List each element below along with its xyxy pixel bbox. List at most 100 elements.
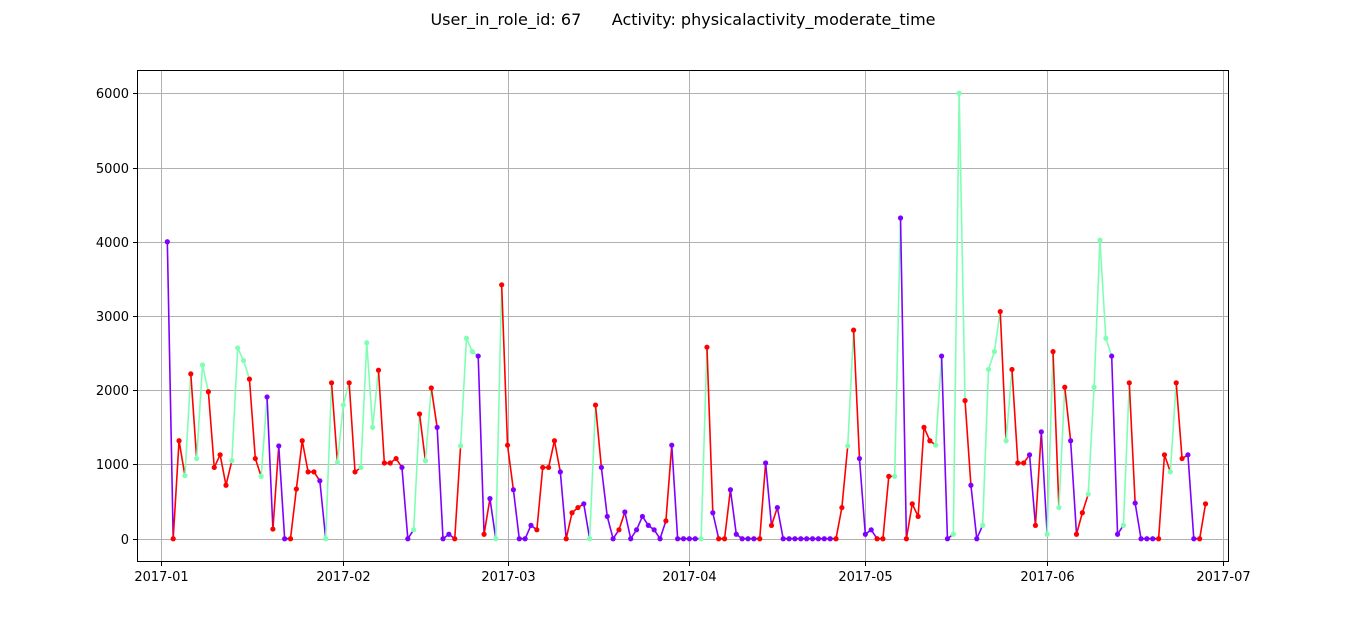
series-segment	[260, 396, 268, 478]
series-segment	[489, 497, 497, 540]
data-point	[305, 469, 311, 475]
series-segment	[893, 217, 902, 478]
series-segment	[1105, 337, 1113, 357]
x-tick-label: 2017-02	[316, 570, 370, 585]
data-point	[1068, 438, 1074, 444]
data-point	[716, 536, 722, 542]
series-segment	[219, 454, 227, 487]
data-point	[1167, 469, 1173, 475]
series-segment	[764, 462, 773, 527]
data-point	[909, 501, 915, 507]
data-point	[211, 464, 217, 471]
series-segment	[301, 439, 309, 473]
data-point	[792, 536, 798, 542]
data-point	[610, 536, 616, 542]
series-segment	[189, 373, 198, 460]
data-point	[1015, 460, 1021, 466]
series-segment	[1075, 511, 1084, 536]
series-segment	[993, 310, 1002, 353]
data-point	[628, 536, 634, 542]
series-segment	[1034, 431, 1043, 527]
data-point	[851, 327, 857, 333]
data-point	[229, 458, 235, 464]
data-point	[176, 438, 182, 444]
data-point	[235, 345, 241, 351]
data-point	[768, 522, 775, 528]
series-segment	[1058, 386, 1066, 509]
data-point	[862, 531, 868, 537]
data-point	[651, 527, 657, 533]
y-tick-label: 6000	[96, 87, 129, 102]
y-tick-label: 2000	[96, 384, 129, 399]
data-point	[798, 536, 804, 542]
data-point	[1120, 522, 1127, 528]
data-point	[458, 443, 464, 449]
data-point	[557, 469, 563, 475]
data-point	[258, 473, 264, 479]
data-point	[276, 443, 282, 449]
series-segment	[858, 457, 867, 536]
data-point	[164, 239, 170, 245]
data-point	[217, 452, 223, 458]
data-point	[1050, 349, 1056, 355]
y-tick-label: 0	[121, 533, 129, 548]
data-point	[592, 402, 599, 408]
series-segment	[348, 382, 356, 473]
marker-layer	[164, 90, 1209, 542]
series-segment	[295, 439, 304, 490]
data-point	[352, 469, 358, 475]
data-point	[780, 536, 786, 542]
series-segment	[600, 466, 609, 518]
data-point	[962, 398, 968, 404]
data-point	[692, 536, 698, 542]
data-point	[757, 536, 763, 542]
data-point	[346, 380, 352, 386]
data-point	[1085, 491, 1091, 497]
data-point	[493, 536, 499, 542]
data-point	[510, 487, 516, 493]
data-point	[399, 464, 405, 471]
series-segment	[618, 511, 626, 531]
x-tick-label: 2017-07	[1196, 570, 1250, 585]
data-point	[287, 536, 294, 542]
series-segment	[770, 506, 779, 527]
series-segment	[729, 488, 738, 536]
data-point	[246, 376, 253, 382]
data-point	[763, 460, 769, 466]
series-segment	[970, 484, 978, 540]
data-point	[991, 349, 997, 355]
series-segment	[365, 341, 374, 429]
data-point	[663, 518, 669, 524]
data-point	[1097, 237, 1103, 243]
series-segment	[506, 444, 515, 491]
data-point	[282, 536, 288, 542]
data-point	[933, 442, 939, 448]
data-point	[387, 460, 393, 466]
data-point	[475, 353, 481, 359]
series-segment	[846, 329, 855, 447]
data-point	[1156, 536, 1162, 542]
series-segment	[723, 488, 732, 540]
data-point	[903, 536, 909, 542]
data-point	[815, 536, 822, 542]
series-segment	[553, 439, 562, 473]
data-point	[370, 424, 376, 430]
series-segment	[964, 399, 972, 487]
data-point	[1073, 531, 1080, 537]
series-segment	[500, 284, 509, 446]
series-segment	[319, 480, 327, 540]
series-segment	[178, 439, 186, 477]
series-segment	[231, 347, 239, 462]
data-point	[469, 349, 475, 355]
data-point	[422, 458, 429, 464]
data-point	[686, 536, 692, 542]
series-segment	[565, 511, 573, 540]
data-point	[452, 536, 458, 542]
data-point	[680, 536, 687, 542]
series-segment	[882, 475, 890, 540]
data-point	[833, 536, 839, 542]
series-segment	[1110, 355, 1119, 536]
series-segment	[1087, 386, 1095, 495]
series-segment	[266, 396, 274, 530]
